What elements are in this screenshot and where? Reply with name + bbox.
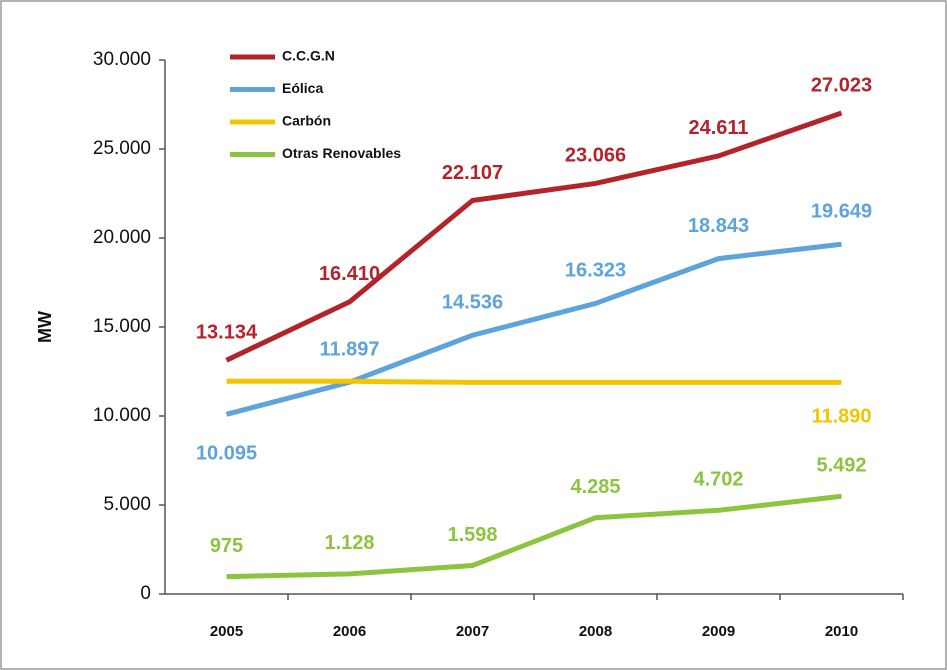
- data-label: 1.128: [324, 532, 374, 554]
- data-label: 24.611: [688, 117, 748, 139]
- data-label: 4.285: [570, 476, 620, 498]
- x-tick-label: 2010: [825, 623, 858, 640]
- y-axis-label: MW: [35, 311, 55, 343]
- data-label: 5.492: [816, 455, 866, 477]
- series-line: [225, 241, 842, 417]
- y-tick-label: 30.000: [93, 49, 151, 70]
- legend-label: Eólica: [282, 80, 323, 96]
- y-tick-label: 15.000: [93, 316, 151, 337]
- data-label: 27.023: [811, 74, 872, 96]
- series-line: [226, 378, 842, 385]
- data-label: 18.843: [688, 215, 749, 237]
- series-line: [225, 110, 843, 363]
- y-tick-label: 0: [140, 583, 151, 604]
- data-label: 16.410: [319, 263, 380, 285]
- legend-label: C.C.G.N: [282, 48, 335, 64]
- data-label: 22.107: [442, 162, 503, 184]
- data-label: 1.598: [447, 524, 497, 546]
- x-tick-label: 2009: [702, 623, 735, 640]
- data-label: 975: [210, 535, 243, 557]
- x-tick-label: 2005: [210, 623, 243, 640]
- y-tick-label: 10.000: [93, 405, 151, 426]
- y-tick-label: 20.000: [93, 227, 151, 248]
- data-label: 13.134: [196, 321, 258, 343]
- x-tick-label: 2008: [579, 623, 612, 640]
- data-label: 11.897: [319, 339, 379, 361]
- y-tick-label: 5.000: [103, 494, 151, 515]
- data-label: 16.323: [565, 260, 626, 282]
- x-tick-label: 2006: [333, 623, 366, 640]
- data-label: 19.649: [811, 201, 872, 223]
- data-label: 23.066: [565, 145, 626, 167]
- series-line: [226, 493, 842, 580]
- data-label: 14.536: [442, 292, 503, 314]
- legend-label: Carbón: [282, 113, 331, 129]
- data-label: 10.095: [196, 443, 257, 465]
- x-tick-label: 2007: [456, 623, 489, 640]
- data-label: 4.702: [693, 469, 743, 491]
- data-label: 11.890: [811, 406, 871, 428]
- y-tick-label: 25.000: [93, 138, 151, 159]
- legend-label: Otras Renovables: [282, 145, 401, 161]
